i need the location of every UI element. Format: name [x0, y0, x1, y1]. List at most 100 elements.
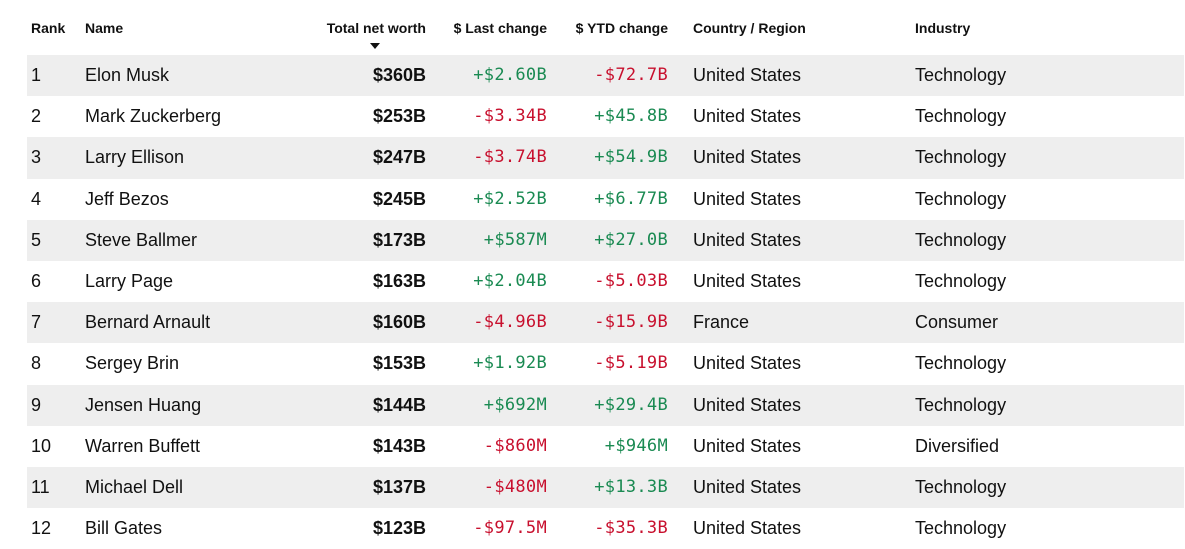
ytd-change-cell: +$29.4B	[594, 394, 668, 415]
country-cell: United States	[693, 476, 802, 497]
table-row[interactable]: 11 Michael Dell $137B -$480M +$13.3B United S…	[27, 466, 1184, 509]
country-cell: United States	[693, 353, 802, 374]
column-header-industry[interactable]: Industry	[915, 20, 971, 36]
ytd-change-cell: -$5.03B	[594, 270, 668, 291]
ytd-change-cell: +$6.77B	[594, 188, 668, 209]
name-cell[interactable]: Mark Zuckerberg	[85, 106, 222, 127]
last-change-cell: +$692M	[483, 394, 547, 415]
ytd-change-cell: +$13.3B	[594, 476, 668, 497]
last-change-cell: +$587M	[483, 229, 547, 250]
country-cell: United States	[693, 106, 802, 127]
table-row[interactable]: 8 Sergey Brin $153B +$1.92B -$5.19B United St…	[27, 343, 1184, 384]
table-row[interactable]: 2 Mark Zuckerberg $253B -$3.34B +$45.8B Unite…	[27, 96, 1184, 137]
ytd-change-cell: -$15.9B	[594, 312, 668, 333]
name-cell[interactable]: Warren Buffett	[85, 435, 201, 456]
industry-cell: Technology	[915, 229, 1007, 250]
industry-cell: Consumer	[915, 312, 999, 333]
table-row[interactable]: 7 Bernard Arnault $160B -$4.96B -$15.9B Franc…	[27, 302, 1184, 344]
rank-cell: 7	[31, 312, 42, 333]
column-header-rank[interactable]: Rank	[31, 20, 66, 36]
rank-cell: 5	[31, 229, 42, 250]
table-body: 1 Elon Musk $360B +$2.60B -$72.7B United Stat…	[27, 55, 1184, 549]
name-cell[interactable]: Sergey Brin	[85, 353, 180, 374]
industry-cell: Technology	[915, 270, 1007, 291]
table-header: Rank Name Total net worth $ Last change …	[27, 0, 1184, 55]
column-header-country[interactable]: Country / Region	[693, 20, 806, 36]
rank-cell: 1	[31, 65, 42, 85]
industry-cell: Technology	[915, 147, 1007, 168]
net-worth-cell: $247B	[372, 147, 426, 168]
net-worth-cell: $123B	[372, 518, 426, 539]
country-cell: United States	[693, 270, 802, 291]
industry-cell: Technology	[915, 106, 1007, 127]
country-cell: United States	[693, 435, 802, 456]
last-change-cell: -$97.5M	[473, 518, 547, 539]
table-row[interactable]: 12 Bill Gates $123B -$97.5M -$35.3B United St…	[27, 508, 1184, 549]
country-cell: United States	[693, 147, 802, 168]
net-worth-cell: $143B	[372, 435, 426, 456]
ytd-change-cell: -$72.7B	[594, 65, 668, 85]
industry-cell: Diversified	[915, 435, 1000, 456]
industry-cell: Technology	[915, 353, 1007, 374]
column-header-name[interactable]: Name	[85, 20, 124, 36]
net-worth-cell: $245B	[372, 188, 426, 209]
column-header-net-worth[interactable]: Total net worth	[326, 20, 426, 36]
table-row[interactable]: 5 Steve Ballmer $173B +$587M +$27.0B United S…	[27, 219, 1184, 261]
net-worth-cell: $173B	[372, 229, 426, 250]
industry-cell: Technology	[915, 188, 1007, 209]
rank-cell: 2	[31, 106, 42, 127]
industry-cell: Technology	[915, 476, 1007, 497]
country-cell: France	[693, 312, 750, 333]
last-change-cell: -$860M	[483, 435, 547, 456]
rank-cell: 11	[31, 476, 50, 497]
rank-cell: 4	[31, 188, 42, 209]
last-change-cell: -$3.74B	[473, 147, 547, 168]
industry-cell: Technology	[915, 518, 1007, 539]
name-cell[interactable]: Michael Dell	[85, 476, 184, 497]
net-worth-cell: $360B	[372, 65, 426, 85]
net-worth-cell: $144B	[372, 394, 426, 415]
net-worth-cell: $137B	[372, 476, 426, 497]
name-cell[interactable]: Jeff Bezos	[85, 188, 169, 209]
ytd-change-cell: +$54.9B	[594, 147, 668, 168]
rank-cell: 6	[31, 270, 42, 291]
rank-cell: 10	[31, 435, 52, 456]
table-row[interactable]: 6 Larry Page $163B +$2.04B -$5.03B United Sta…	[27, 261, 1184, 302]
rank-cell: 12	[31, 518, 52, 539]
name-cell[interactable]: Bernard Arnault	[85, 312, 211, 333]
table-row[interactable]: 4 Jeff Bezos $245B +$2.52B +$6.77B United Sta…	[27, 179, 1184, 220]
table-row[interactable]: 9 Jensen Huang $144B +$692M +$29.4B United St…	[27, 384, 1184, 426]
country-cell: United States	[693, 188, 802, 209]
last-change-cell: +$2.52B	[473, 188, 547, 209]
industry-cell: Technology	[915, 394, 1007, 415]
sort-descending-icon	[370, 43, 380, 49]
name-cell[interactable]: Elon Musk	[85, 65, 170, 85]
ytd-change-cell: +$946M	[604, 435, 668, 456]
ytd-change-cell: -$5.19B	[594, 353, 668, 374]
country-cell: United States	[693, 394, 802, 415]
name-cell[interactable]: Bill Gates	[85, 518, 163, 539]
name-cell[interactable]: Larry Ellison	[85, 147, 185, 168]
table-row[interactable]: 1 Elon Musk $360B +$2.60B -$72.7B United Stat…	[27, 55, 1184, 97]
column-header-ytd-change[interactable]: $ YTD change	[575, 20, 668, 36]
billionaires-table: Rank Name Total net worth $ Last change …	[27, 0, 1184, 549]
ytd-change-cell: +$45.8B	[594, 106, 668, 127]
last-change-cell: +$2.04B	[473, 270, 547, 291]
last-change-cell: +$2.60B	[473, 65, 547, 85]
ytd-change-cell: +$27.0B	[594, 229, 668, 250]
table-row[interactable]: 3 Larry Ellison $247B -$3.74B +$54.9B United …	[27, 137, 1184, 179]
table-row[interactable]: 10 Warren Buffett $143B -$860M +$946M United …	[27, 426, 1184, 467]
last-change-cell: -$3.34B	[473, 106, 547, 127]
country-cell: United States	[693, 65, 802, 85]
ytd-change-cell: -$35.3B	[594, 518, 668, 539]
name-cell[interactable]: Steve Ballmer	[85, 229, 198, 250]
name-cell[interactable]: Jensen Huang	[85, 394, 202, 415]
net-worth-cell: $253B	[372, 106, 426, 127]
country-cell: United States	[693, 229, 802, 250]
name-cell[interactable]: Larry Page	[85, 270, 174, 291]
rank-cell: 3	[31, 147, 42, 168]
rank-cell: 9	[31, 394, 42, 415]
country-cell: United States	[693, 518, 802, 539]
rank-cell: 8	[31, 353, 42, 374]
column-header-last-change[interactable]: $ Last change	[453, 20, 547, 36]
